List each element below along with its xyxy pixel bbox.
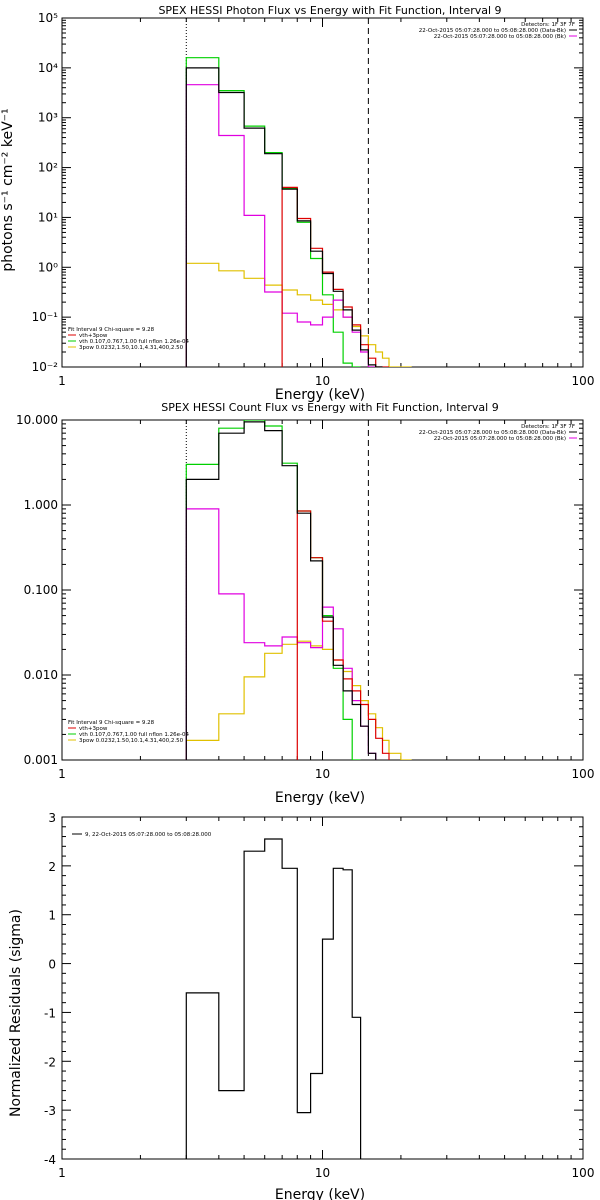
legend-topright-entry: 22-Oct-2015 05:07:28.000 to 05:08:28.000… (434, 34, 566, 40)
legend-bottomleft-entry: Fit Interval 9 Chi-square = 9.28 (68, 720, 155, 726)
panel-2-title: SPEX HESSI Count Flux vs Energy with Fit… (161, 401, 498, 414)
series-line-vth-3pow (185, 508, 377, 760)
legend-topright-entry: Detectors: 1F 3F 7F (521, 424, 575, 430)
y-tick-label: 0.100 (24, 583, 58, 597)
legend-bottomleft-entry: vth 0.107,0.767,1.00 full nflon 1.26e-04 (79, 732, 190, 738)
panel-1-title: SPEX HESSI Photon Flux vs Energy with Fi… (158, 4, 501, 17)
panel-3-legend-topleft: 9, 22-Oct-2015 05:07:28.000 to 05:08:28.… (72, 832, 212, 838)
y-tick-label: 10⁴ (38, 61, 58, 75)
legend-bottomleft-entry: Fit Interval 9 Chi-square = 9.28 (68, 327, 155, 333)
y-tick-label: 10⁵ (38, 11, 58, 25)
legend-bottomleft-entry: vth 0.107,0.767,1.00 full nflon 1.26e-04 (79, 339, 190, 345)
series-line-bk (296, 510, 390, 760)
legend-topright-entry: 22-Oct-2015 05:07:28.000 to 05:08:28.000… (419, 430, 566, 436)
y-tick-label: 3 (48, 811, 56, 825)
y-tick-label: 10¹ (38, 210, 58, 224)
y-tick-label: 0.010 (24, 668, 58, 682)
panel-1-ylabel: photons s⁻¹ cm⁻² keV⁻¹ (0, 108, 16, 271)
y-tick-label: 10.000 (16, 413, 58, 427)
y-tick-label: 10⁻¹ (32, 310, 59, 324)
legend-topright-entry: Detectors: 1F 3F 7F (521, 22, 575, 28)
count-flux-panel: SPEX HESSI Count Flux vs Energy with Fit… (16, 401, 594, 806)
x-tick-label: 1 (58, 374, 66, 388)
x-tick-label: 10 (315, 1166, 330, 1180)
x-tick-label: 1 (58, 767, 66, 781)
series-line-vth (185, 57, 361, 367)
x-tick-label: 10 (315, 374, 330, 388)
series-group (185, 838, 362, 1159)
x-tick-label: 1 (58, 1166, 66, 1180)
legend-bottomleft-entry: vth+3pow (79, 333, 108, 339)
panel-3-ylabel: Normalized Residuals (sigma) (8, 909, 24, 1117)
series-line-vth (185, 420, 361, 760)
y-tick-label: 1.000 (24, 498, 58, 512)
legend-topright-entry: 22-Oct-2015 05:07:28.000 to 05:08:28.000… (419, 28, 566, 34)
x-tick-label: 100 (572, 374, 595, 388)
legend-bottomleft-entry: 3pow 0.0232,1.50,10.1,4.31,400,2.50 (79, 738, 184, 744)
y-tick-label: 1 (48, 909, 56, 923)
series-line-9 (185, 838, 362, 1159)
series-line-data-bk (185, 67, 383, 367)
series-line-3pow (185, 640, 412, 760)
y-tick-label: 10⁰ (38, 260, 58, 274)
x-tick-label: 10 (315, 767, 330, 781)
panel-1-legend-bottomleft: Fit Interval 9 Chi-square = 9.28vth+3pow… (68, 327, 190, 351)
y-tick-label: 10³ (38, 111, 58, 125)
panel-2-legend-bottomleft: Fit Interval 9 Chi-square = 9.28vth+3pow… (68, 720, 190, 744)
y-tick-label: -2 (44, 1055, 56, 1069)
y-tick-label: 0 (48, 958, 56, 972)
panel-2-xlabel: Energy (keV) (275, 790, 365, 806)
y-tick-label: 10⁻² (32, 360, 59, 374)
plot-frame (61, 17, 584, 368)
series-line-vth-3pow (185, 84, 376, 367)
series-group (185, 57, 412, 367)
y-tick-label: -4 (44, 1153, 56, 1167)
legend-topright-entry: 22-Oct-2015 05:07:28.000 to 05:08:28.000… (434, 436, 566, 442)
y-tick-label: 10² (38, 161, 58, 175)
panel-3-xlabel: Energy (keV) (275, 1187, 365, 1200)
series-line-3pow (185, 262, 412, 367)
y-tick-label: 2 (48, 860, 56, 874)
series-line-data-bk (185, 421, 377, 760)
y-tick-label: -3 (44, 1104, 56, 1118)
residuals-panel: Energy (keV) Normalized Residuals (sigma… (8, 811, 594, 1200)
y-tick-label: 0.001 (24, 753, 58, 767)
legend-topleft-entry: 9, 22-Oct-2015 05:07:28.000 to 05:08:28.… (85, 832, 212, 838)
legend-bottomleft-entry: 3pow 0.0232,1.50,10.1,4.31,400,2.50 (79, 345, 184, 351)
panel-1-xlabel: Energy (keV) (275, 387, 365, 403)
y-tick-label: -1 (44, 1006, 56, 1020)
x-tick-label: 100 (572, 1166, 595, 1180)
series-line-bk (281, 186, 389, 367)
photon-flux-panel: SPEX HESSI Photon Flux vs Energy with Fi… (0, 4, 594, 403)
x-tick-label: 100 (572, 767, 595, 781)
legend-bottomleft-entry: vth+3pow (79, 726, 108, 732)
series-group (185, 420, 412, 760)
